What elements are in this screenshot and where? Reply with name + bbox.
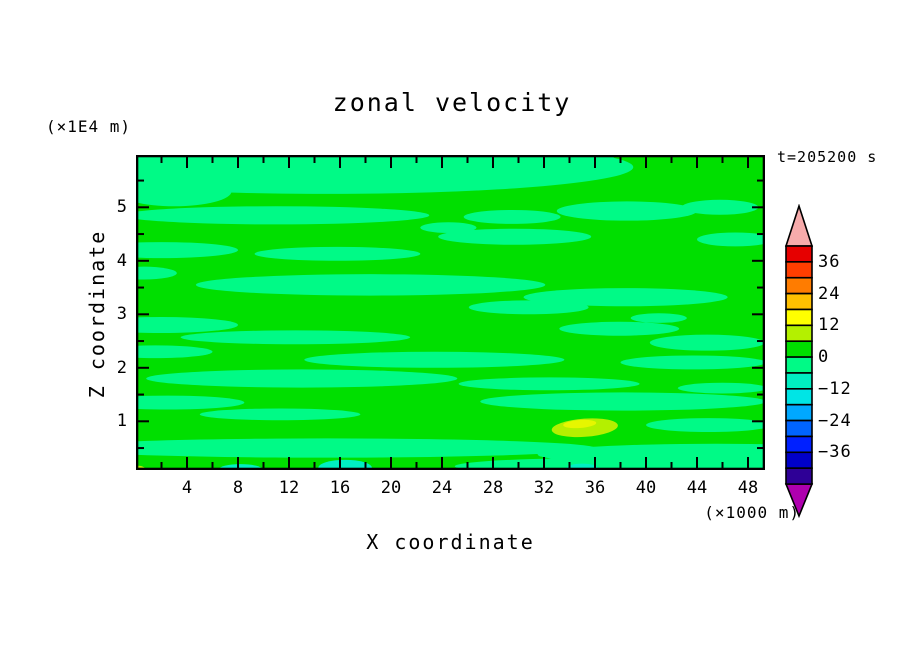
contour-region-mint xyxy=(458,377,640,391)
x-tick-label: 20 xyxy=(380,478,402,498)
x-tick-label: 36 xyxy=(584,478,606,498)
colorbar-tick-label: −36 xyxy=(818,442,852,463)
contour-region-mint xyxy=(646,418,765,432)
colorbar-box xyxy=(785,451,813,469)
x-axis-unit-label: (×1000 m) xyxy=(704,503,800,522)
x-tick-label: 44 xyxy=(686,478,708,498)
contour-region-mint xyxy=(535,155,617,174)
contour-region-yellow-max xyxy=(563,419,597,429)
colorbar-tick-label: −24 xyxy=(818,410,852,431)
colorbar-box xyxy=(785,245,813,263)
contour-region-mint xyxy=(620,355,765,370)
colorbar-tick-label: 24 xyxy=(818,283,841,304)
contour-region-mint xyxy=(199,408,361,421)
colorbar-box xyxy=(785,340,813,358)
contour-region-mint xyxy=(630,313,687,323)
x-tick-label: 16 xyxy=(329,478,351,498)
x-tick-label: 8 xyxy=(232,478,244,498)
y-tick-label: 1 xyxy=(116,411,127,432)
x-axis-title: X coordinate xyxy=(366,530,535,554)
x-tick-label: 12 xyxy=(278,478,300,498)
contour-region-mint xyxy=(304,351,565,368)
colorbar-box xyxy=(785,324,813,343)
contour-region-mint xyxy=(677,382,765,394)
colorbar-box xyxy=(785,388,813,406)
contour-region-mint xyxy=(649,334,765,351)
y-tick-label: 2 xyxy=(116,357,127,378)
contour-region-mint xyxy=(136,242,238,259)
colorbar-tick-label: 12 xyxy=(818,315,841,336)
colorbar-box xyxy=(785,435,813,454)
contour-region-mint xyxy=(136,395,245,410)
colorbar-over-arrow xyxy=(784,204,814,247)
contour-region-mint xyxy=(136,266,177,280)
contour-region-mint xyxy=(180,330,411,345)
x-tick-label: 28 xyxy=(482,478,504,498)
colorbar-box xyxy=(785,356,813,374)
colorbar xyxy=(784,204,814,519)
colorbar-tick-label: 36 xyxy=(818,251,841,272)
x-tick-label: 24 xyxy=(431,478,453,498)
y-tick-label: 3 xyxy=(116,304,127,325)
contour-region-mint xyxy=(523,288,728,307)
contour-region-mint xyxy=(136,155,634,194)
contour-region-mint xyxy=(136,438,595,458)
contour-region-mint xyxy=(136,176,232,207)
x-tick-label: 40 xyxy=(635,478,657,498)
colorbar-tick-label: −12 xyxy=(818,378,852,399)
colorbar-tick-label: 0 xyxy=(818,347,830,368)
contour-region-mint xyxy=(195,274,546,296)
timestamp-label: t=205200 s xyxy=(777,148,878,166)
contour-region-mint xyxy=(480,392,765,411)
colorbar-box xyxy=(785,372,813,390)
contour-region-mint xyxy=(454,457,765,470)
contour-region-mint xyxy=(136,345,213,359)
contour-region-mint xyxy=(438,228,592,245)
contour-region-mint xyxy=(556,201,697,221)
contour-region-mint xyxy=(681,199,759,215)
contour-region-mint xyxy=(136,316,238,334)
y-axis-unit-label: (×1E4 m) xyxy=(46,117,132,136)
colorbar-under-arrow xyxy=(784,483,814,519)
page-title: zonal velocity xyxy=(332,88,572,117)
colorbar-box xyxy=(785,403,813,422)
contour-field xyxy=(136,155,765,470)
y-tick-label: 5 xyxy=(116,197,127,218)
contour-region-mint xyxy=(559,321,680,336)
contour-region-mint xyxy=(136,206,430,225)
contour-region-mint xyxy=(254,246,421,261)
x-tick-label: 32 xyxy=(533,478,555,498)
colorbar-box xyxy=(785,276,813,295)
colorbar-box xyxy=(785,419,813,438)
y-tick-label: 4 xyxy=(116,250,127,271)
contour-plot xyxy=(136,155,765,470)
colorbar-box xyxy=(785,308,813,327)
contour-region-aqua xyxy=(318,459,372,470)
contour-region-mint xyxy=(697,232,765,247)
colorbar-box xyxy=(785,467,813,485)
colorbar-box xyxy=(785,261,813,279)
contour-region-mint xyxy=(463,209,561,224)
contour-region-mint xyxy=(420,222,477,233)
axes-frame xyxy=(136,155,765,470)
contour-region-mint xyxy=(146,369,458,388)
contour-region-mint xyxy=(468,300,589,315)
colorbar-box xyxy=(785,292,813,311)
x-tick-label: 48 xyxy=(737,478,759,498)
x-tick-label: 4 xyxy=(181,478,193,498)
plot-border xyxy=(136,155,765,470)
